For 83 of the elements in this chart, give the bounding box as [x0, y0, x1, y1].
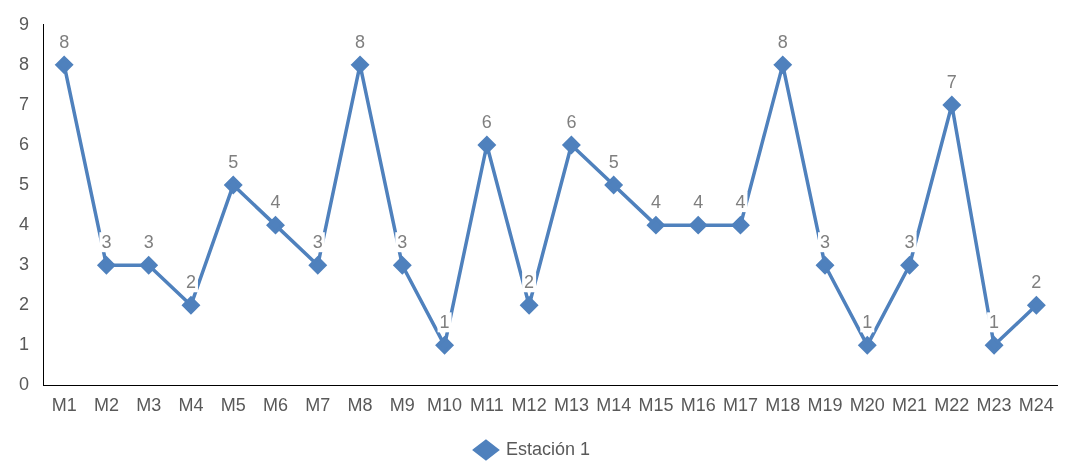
y-tick-label: 9	[19, 13, 30, 34]
point	[1027, 296, 1046, 315]
x-tick-label: M18	[765, 395, 801, 416]
y-tick-label: 7	[19, 93, 30, 114]
data-label: 8	[777, 31, 788, 52]
point	[393, 256, 412, 274]
x-tick-label: M22	[934, 395, 970, 416]
data-label: 3	[101, 232, 112, 253]
x-tick-label: M8	[347, 395, 373, 416]
y-tick-label: 1	[19, 334, 30, 355]
data-label: 2	[524, 272, 535, 293]
point	[816, 256, 834, 274]
data-label: 2	[185, 272, 196, 293]
data-label: 7	[946, 71, 957, 92]
data-label: 4	[650, 192, 661, 213]
x-tick-label: M24	[1018, 395, 1054, 416]
data-label: 6	[481, 111, 492, 132]
data-label: 4	[693, 192, 704, 213]
point	[943, 96, 961, 114]
data-label: 5	[608, 152, 619, 173]
x-tick-label: M15	[638, 395, 674, 416]
x-tick-label: M14	[596, 395, 632, 416]
point	[689, 216, 707, 234]
y-tick-label: 6	[19, 133, 30, 154]
point	[55, 56, 73, 74]
x-tick-label: M6	[262, 395, 289, 416]
x-tick-label: M13	[553, 395, 589, 416]
point	[351, 56, 369, 74]
point	[647, 216, 665, 234]
x-tick-label: M1	[51, 395, 77, 416]
data-label: 4	[270, 192, 281, 213]
point	[858, 336, 877, 355]
data-label: 4	[735, 192, 746, 213]
data-label: 1	[439, 312, 450, 333]
point	[731, 216, 750, 234]
y-tick-label: 8	[19, 53, 30, 74]
x-tick-label: M4	[178, 395, 204, 416]
point	[139, 256, 158, 274]
x-tick-label: M20	[849, 395, 885, 416]
point	[224, 176, 242, 194]
point	[478, 136, 496, 154]
x-tick-label: M23	[976, 395, 1012, 416]
x-tick-label: M5	[220, 395, 246, 416]
data-label: 3	[397, 232, 408, 253]
point	[435, 336, 454, 355]
point	[182, 296, 200, 315]
x-tick-label: M11	[470, 395, 504, 416]
y-tick-label: 4	[19, 214, 30, 235]
x-tick-label: M12	[511, 395, 547, 416]
y-tick-label: 0	[19, 374, 30, 395]
x-tick-label: M7	[305, 395, 331, 416]
data-label: 1	[989, 312, 1000, 333]
point	[900, 256, 919, 274]
x-tick-label: M21	[892, 395, 928, 416]
point	[520, 296, 538, 315]
data-label: 3	[312, 232, 323, 253]
x-tick-label: M17	[722, 395, 758, 416]
y-tick-label: 3	[19, 254, 30, 275]
point	[97, 256, 116, 274]
data-label: 3	[904, 232, 915, 253]
point	[773, 56, 792, 74]
data-label: 6	[566, 111, 577, 132]
y-tick-label: 2	[19, 294, 30, 315]
data-label: 8	[59, 31, 70, 52]
data-label: 3	[820, 232, 831, 253]
x-tick-label: M16	[680, 395, 716, 416]
x-tick-label: M9	[389, 395, 415, 416]
x-tick-label: M2	[93, 395, 119, 416]
point	[266, 216, 285, 234]
data-label: 2	[1031, 272, 1042, 293]
data-label: 8	[355, 31, 366, 52]
point	[309, 256, 327, 274]
point	[562, 136, 581, 154]
x-tick-label: M10	[427, 395, 463, 416]
x-tick-label: M3	[136, 395, 162, 416]
x-tick-label: M19	[807, 395, 843, 416]
data-label: 1	[862, 312, 873, 333]
point	[604, 176, 623, 194]
data-label: 3	[143, 232, 154, 253]
y-tick-label: 5	[19, 174, 30, 195]
data-label: 5	[228, 152, 239, 173]
legend-label: Estación 1	[505, 438, 591, 459]
point	[985, 336, 1003, 355]
